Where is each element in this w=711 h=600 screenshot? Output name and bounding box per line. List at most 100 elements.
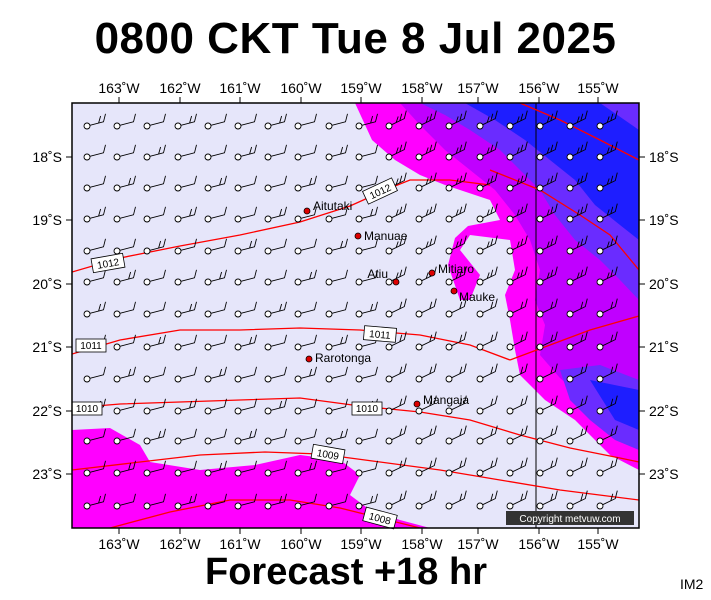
wind-barb-icon (566, 395, 588, 415)
wind-barb-icon (234, 493, 257, 510)
wind-barb-icon (325, 113, 348, 130)
latitude-label: 19˚S (649, 212, 679, 228)
svg-text:1009: 1009 (316, 448, 340, 463)
wind-barb-icon (415, 110, 437, 130)
latitude-label: 21˚S (649, 339, 679, 355)
wind-barb-icon (113, 334, 136, 351)
wind-barb-icon (506, 203, 528, 223)
wind-barb-icon (596, 203, 618, 223)
isobar-label: 1009 (310, 443, 346, 465)
isobar-line-1009 (72, 451, 639, 501)
wind-barb-icon (415, 425, 437, 445)
wind-barb-icon (294, 428, 317, 445)
longitude-label: 155˚W (577, 80, 619, 96)
wind-barb-icon (596, 298, 618, 318)
wind-barb-icon (204, 428, 227, 445)
wind-barb-icon (445, 457, 467, 477)
isobar-label: 1012 (90, 252, 126, 274)
wind-barb-icon (174, 460, 197, 477)
forecast-label: Forecast +18 hr (205, 551, 487, 593)
wind-barb-icon (506, 141, 528, 161)
wind-barb-icon (325, 269, 348, 286)
wind-barb-icon (83, 238, 106, 255)
latitude-label: 22˚S (649, 403, 679, 419)
longitude-label: 158˚W (401, 80, 443, 96)
latitude-label: 22˚S (32, 403, 62, 419)
longitude-label: 157˚W (457, 536, 499, 552)
wind-barb-icon (294, 493, 317, 510)
wind-barb-icon (204, 334, 227, 351)
wind-barb-icon (385, 141, 407, 161)
wind-barb-icon (506, 298, 528, 318)
wind-barb-icon (385, 490, 407, 510)
rain-area-southeast-extreme (590, 380, 639, 430)
wind-barb-icon (355, 301, 378, 318)
wind-barb-icon (415, 395, 437, 415)
wind-barb-icon (355, 206, 378, 223)
wind-barb-icon (294, 366, 317, 383)
wind-barb-icon (294, 334, 317, 351)
wind-barb-icon (83, 269, 106, 286)
wind-barb-icon (566, 363, 588, 383)
wind-barb-icon (294, 113, 317, 130)
wind-barb-icon (596, 110, 618, 130)
latitude-label: 20˚S (649, 276, 679, 292)
wind-barb-icon (536, 490, 558, 510)
wind-barb-icon (536, 298, 558, 318)
wind-barb-icon (174, 206, 197, 223)
wind-barb-icon (536, 203, 558, 223)
wind-barb-icon (596, 141, 618, 161)
wind-barb-icon (445, 266, 467, 286)
wind-barb-icon (596, 172, 618, 192)
latitude-label: 23˚S (32, 466, 62, 482)
isobar-label: 1010 (351, 401, 383, 416)
wind-barb-icon (476, 298, 498, 318)
place-mauke: Mauke (450, 287, 495, 304)
wind-barb-icon (445, 110, 467, 130)
place-marker-icon (303, 207, 311, 215)
wind-barb-icon (536, 172, 558, 192)
wind-barb-icon (264, 206, 287, 223)
wind-barb-icon (596, 266, 618, 286)
place-marker-icon (392, 278, 400, 286)
wind-barb-icon (476, 266, 498, 286)
longitude-label: 155˚W (577, 536, 619, 552)
wind-barb-icon (264, 334, 287, 351)
latitude-label: 20˚S (32, 276, 62, 292)
wind-barb-icon (566, 235, 588, 255)
wind-barb-icon (83, 366, 106, 383)
wind-barb-icon (385, 363, 407, 383)
wind-barb-icon (536, 425, 558, 445)
wind-barb-icon (385, 298, 407, 318)
isobar-lines (72, 103, 639, 528)
wind-barb-icon (83, 175, 106, 192)
wind-barb-icon (506, 457, 528, 477)
wind-barb-icon (204, 175, 227, 192)
wind-barb-icon (234, 301, 257, 318)
latitude-label: 18˚S (32, 149, 62, 165)
wind-barb-icon (83, 113, 106, 130)
wind-barb-icon (476, 395, 498, 415)
wind-barb-icon (506, 172, 528, 192)
place-marker-icon (354, 232, 362, 240)
wind-barb-icon (476, 331, 498, 351)
wind-barb-icon (325, 460, 348, 477)
place-marker-icon (305, 355, 313, 363)
wind-barb-icon (143, 144, 166, 161)
wind-barb-icon (355, 144, 378, 161)
wind-barb-icon (113, 301, 136, 318)
wind-barb-icon (476, 490, 498, 510)
wind-barb-icon (264, 269, 287, 286)
wind-barb-icon (325, 428, 348, 445)
wind-barb-icon (294, 175, 317, 192)
wind-barb-icon (83, 428, 106, 445)
wind-barb-icon (536, 395, 558, 415)
wind-barb-icon (83, 460, 106, 477)
wind-barb-icon (143, 206, 166, 223)
wind-barb-icon (355, 238, 378, 255)
wind-barb-icon (204, 144, 227, 161)
wind-barb-icon (566, 203, 588, 223)
svg-text:Mauke: Mauke (459, 290, 495, 304)
wind-barb-icon (113, 428, 136, 445)
